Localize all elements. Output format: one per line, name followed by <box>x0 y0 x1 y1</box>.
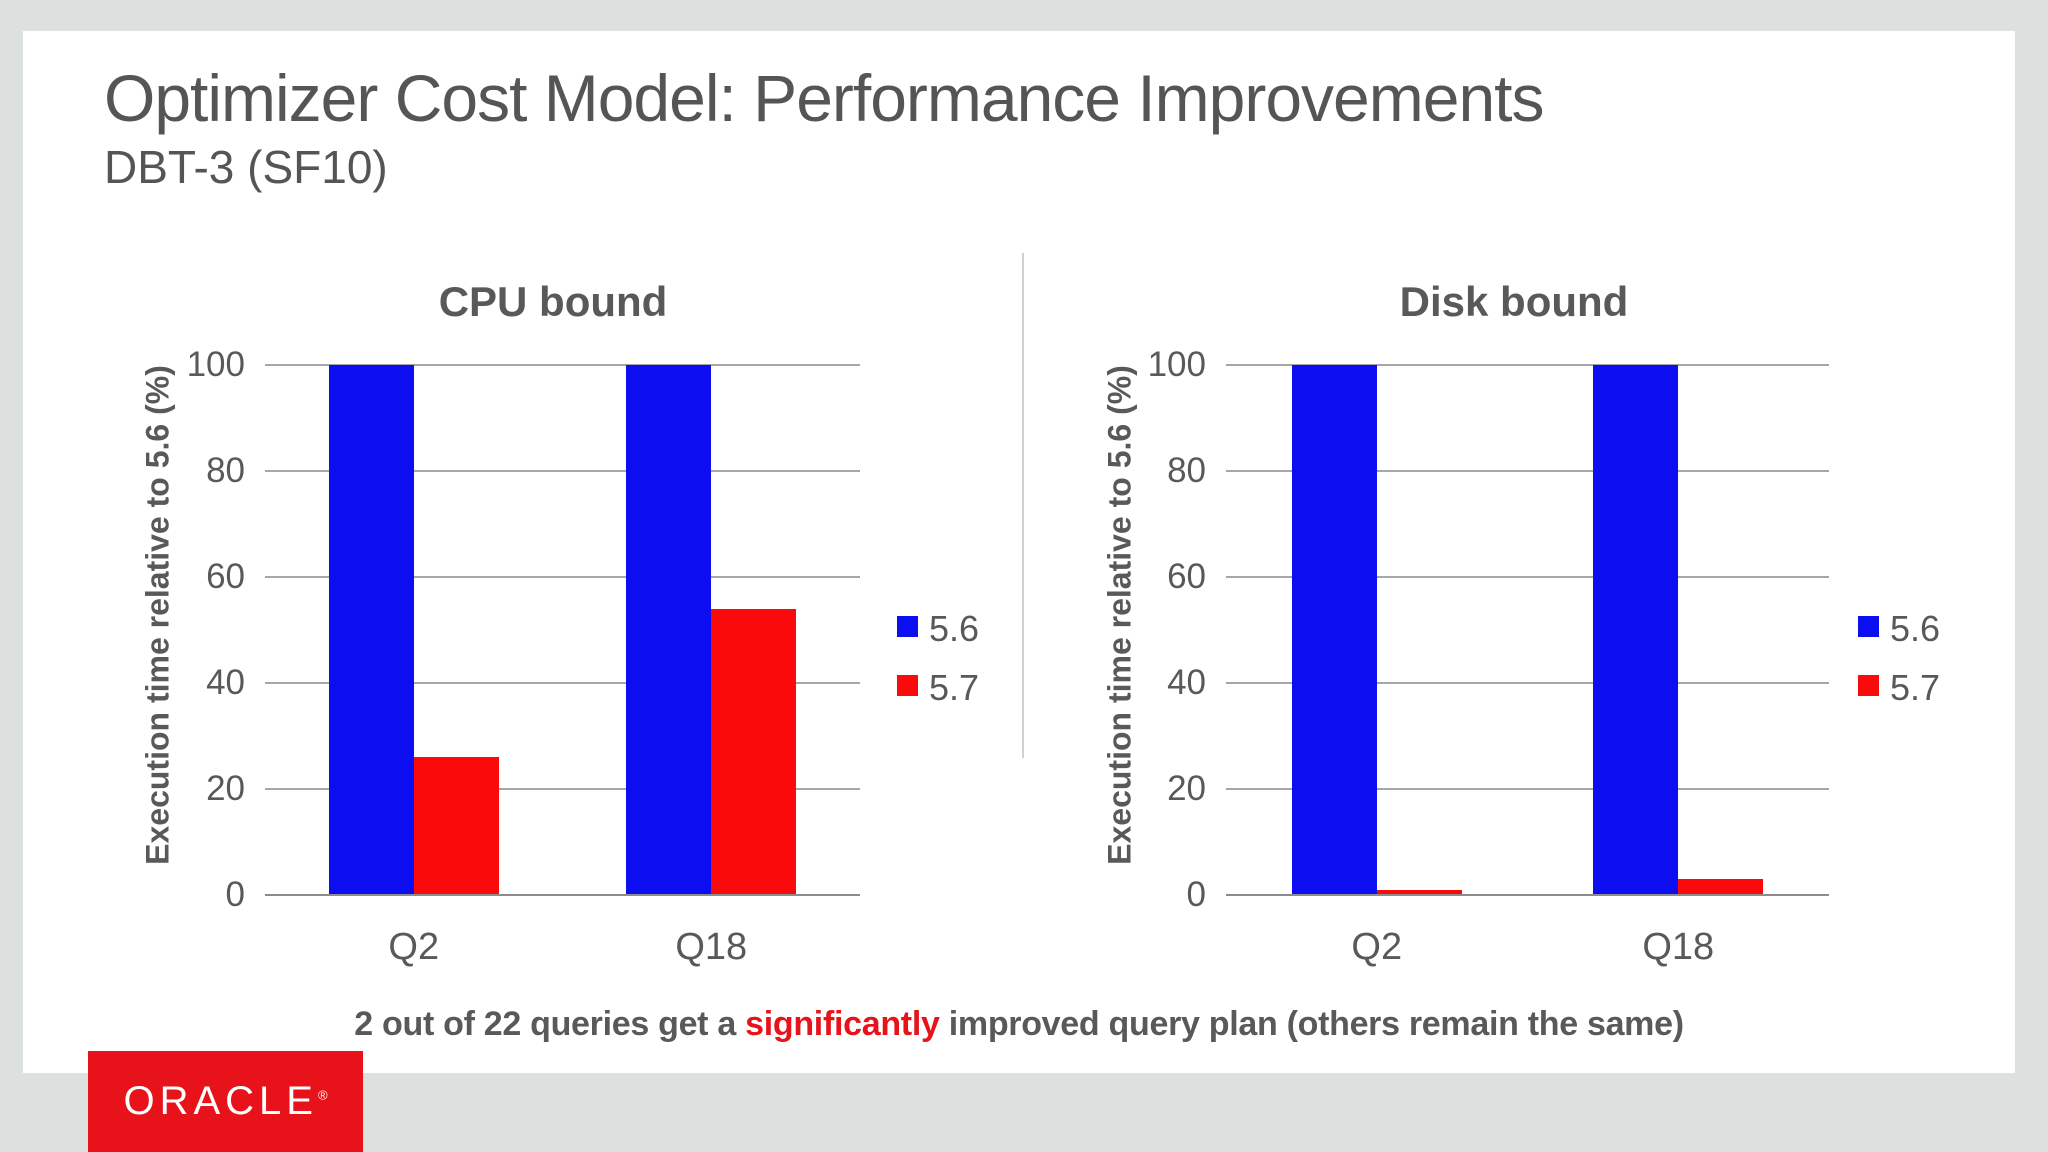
gridline <box>1226 682 1829 684</box>
gridline <box>265 576 860 578</box>
chart-title: CPU bound <box>438 278 668 325</box>
caption-prefix: 2 out of 22 queries get a <box>354 1005 746 1043</box>
bar-5.7-Q18 <box>711 608 797 895</box>
gridline <box>265 682 860 684</box>
caption-suffix: improved query plan (others remain the s… <box>939 1005 1684 1043</box>
legend-label-5.6: 5.6 <box>1890 608 1941 649</box>
y-tick-label: 20 <box>1167 769 1206 808</box>
gridline <box>1226 788 1829 790</box>
page-title: Optimizer Cost Model: Performance Improv… <box>104 61 1544 135</box>
bar-5.7-Q2 <box>1376 889 1462 895</box>
x-axis-line <box>265 894 860 896</box>
legend-label-5.7: 5.7 <box>1890 667 1941 708</box>
chart-divider-line <box>1022 253 1024 758</box>
y-tick-label: 20 <box>206 769 245 808</box>
oracle-wordmark: ORACLE® <box>123 1079 328 1123</box>
y-tick-label: 60 <box>1167 557 1206 596</box>
legend-label-5.7: 5.7 <box>929 667 980 708</box>
page-subtitle: DBT-3 (SF10) <box>104 141 388 193</box>
caption-highlight: significantly <box>745 1005 940 1043</box>
x-category-label: Q18 <box>1642 926 1715 968</box>
y-tick-label: 60 <box>206 557 245 596</box>
x-axis-line <box>1226 894 1829 896</box>
y-tick-label: 0 <box>225 875 245 914</box>
gridline <box>265 470 860 472</box>
bar-5.6-Q2 <box>328 365 414 895</box>
gridline <box>265 364 860 366</box>
gridline <box>1226 576 1829 578</box>
bar-5.7-Q2 <box>413 757 499 895</box>
legend-label-5.6: 5.6 <box>929 608 980 649</box>
y-tick-label: 40 <box>206 663 245 702</box>
bar-5.6-Q18 <box>626 365 712 895</box>
legend-swatch-5.7 <box>1858 675 1879 696</box>
legend-swatch-5.6 <box>1858 616 1879 637</box>
gridline <box>265 788 860 790</box>
oracle-logo: ORACLE® <box>88 1051 363 1152</box>
y-tick-label: 100 <box>186 345 245 384</box>
y-tick-label: 0 <box>1186 875 1206 914</box>
y-tick-label: 80 <box>206 451 245 490</box>
bar-5.6-Q2 <box>1291 365 1377 895</box>
y-tick-label: 40 <box>1167 663 1206 702</box>
bar-5.6-Q18 <box>1593 365 1679 895</box>
x-category-label: Q18 <box>675 926 748 968</box>
gridline <box>1226 364 1829 366</box>
x-category-label: Q2 <box>1351 926 1403 968</box>
bar-5.7-Q18 <box>1678 879 1764 895</box>
legend-swatch-5.7 <box>897 675 918 696</box>
y-tick-label: 100 <box>1147 345 1206 384</box>
gridline <box>1226 470 1829 472</box>
legend-swatch-5.6 <box>897 616 918 637</box>
caption: 2 out of 22 queries get a significantly … <box>23 1005 2015 1044</box>
registered-mark-icon: ® <box>317 1087 328 1103</box>
y-tick-label: 80 <box>1167 451 1206 490</box>
chart-title: Disk bound <box>1399 278 1629 325</box>
x-category-label: Q2 <box>388 926 440 968</box>
